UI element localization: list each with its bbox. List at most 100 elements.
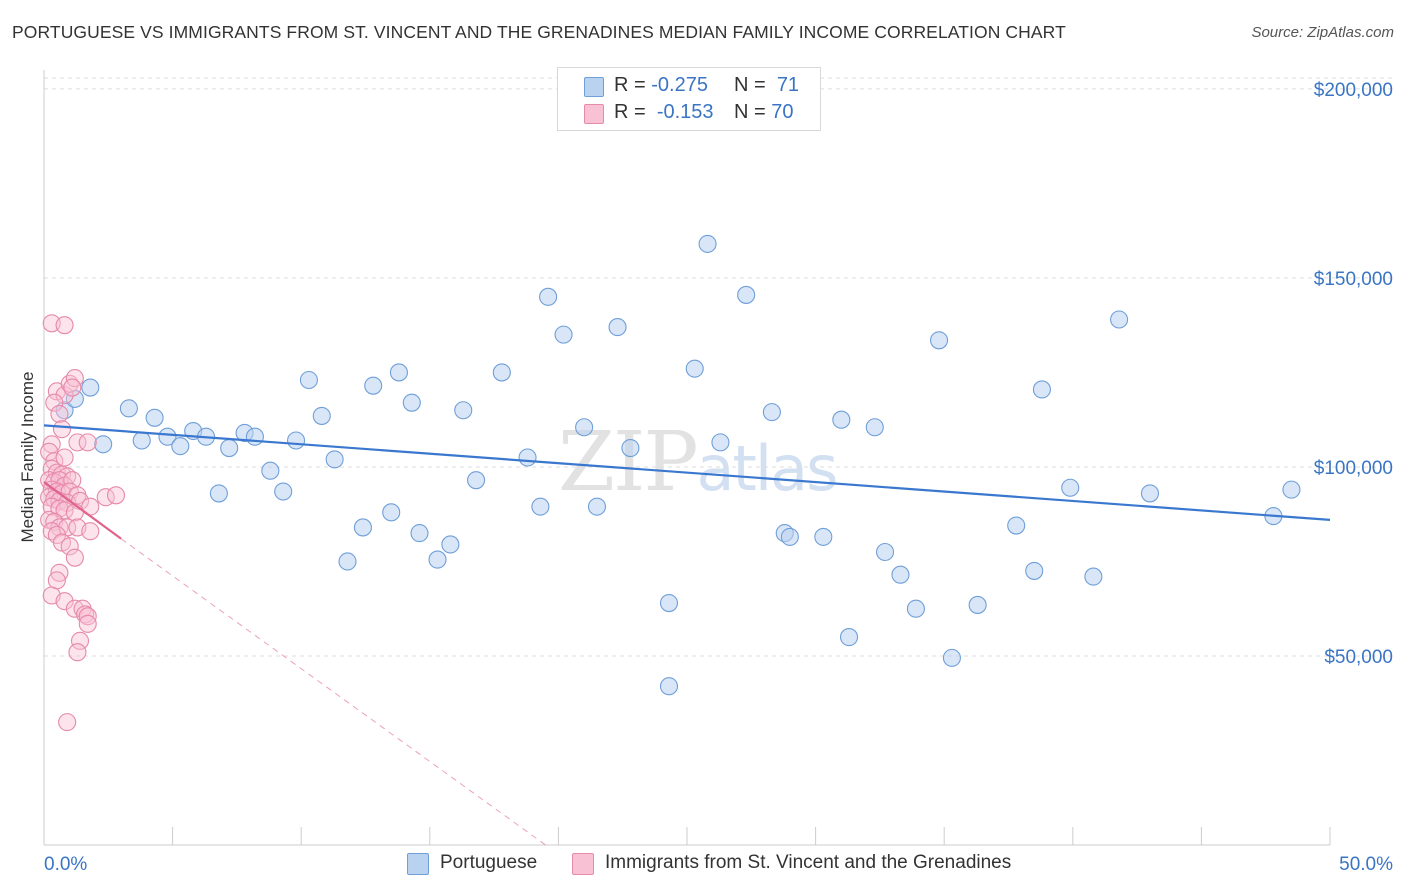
- y-tick-label: $100,000: [1314, 458, 1393, 479]
- immigrants-point: [55, 592, 74, 611]
- immigrants-point: [47, 571, 66, 590]
- y-axis-label: Median Family Income: [18, 371, 37, 542]
- series-swatch-immigrants: [572, 853, 594, 875]
- portuguese-point: [1007, 516, 1026, 535]
- series-legend: Portuguese Immigrants from St. Vincent a…: [0, 850, 1406, 878]
- portuguese-point: [145, 408, 164, 427]
- portuguese-point: [441, 535, 460, 554]
- immigrants-point: [68, 643, 87, 662]
- portuguese-point: [382, 503, 401, 522]
- immigrants-point: [78, 433, 97, 452]
- portuguese-point: [608, 318, 627, 337]
- x-tick-label-max: 50.0%: [1339, 854, 1393, 875]
- portuguese-point: [659, 593, 679, 613]
- portuguese-point: [891, 565, 910, 584]
- legend-r-value-portuguese: -0.275: [651, 74, 708, 96]
- chart-title: PORTUGUESE VS IMMIGRANTS FROM ST. VINCEN…: [12, 22, 1066, 42]
- portuguese-point: [1140, 484, 1160, 503]
- portuguese-point: [711, 433, 730, 452]
- portuguese-point: [353, 518, 372, 537]
- portuguese-point: [1110, 310, 1129, 329]
- portuguese-point: [518, 448, 537, 467]
- immigrants-point: [55, 316, 74, 335]
- immigrants-point: [55, 386, 74, 405]
- portuguese-point: [119, 399, 138, 418]
- immigrants-point: [106, 486, 126, 505]
- source-label: Source: ZipAtlas.com: [1251, 24, 1394, 41]
- immigrants-point: [60, 537, 79, 556]
- portuguese-point: [325, 450, 344, 469]
- portuguese-point: [245, 427, 264, 446]
- portuguese-point: [389, 363, 408, 382]
- legend-r-portuguese: R = -0.275: [614, 74, 708, 96]
- portuguese-point: [906, 599, 925, 618]
- portuguese-point: [454, 401, 473, 420]
- portuguese-point: [930, 331, 949, 350]
- immigrants-point: [78, 607, 97, 626]
- immigrants-point: [70, 631, 90, 650]
- portuguese-point: [1084, 567, 1103, 586]
- immigrants-point: [45, 393, 64, 412]
- portuguese-point: [132, 431, 151, 450]
- portuguese-point: [737, 285, 756, 304]
- y-tick-label: $50,000: [1324, 647, 1393, 668]
- series-swatch-portuguese: [407, 853, 429, 875]
- portuguese-point: [220, 438, 239, 458]
- immigrants-point: [52, 420, 72, 439]
- immigrants-point: [68, 433, 87, 452]
- portuguese-point: [539, 287, 558, 306]
- portuguese-point: [94, 435, 113, 454]
- portuguese-point: [410, 524, 429, 543]
- y-tick-label: $200,000: [1314, 80, 1393, 101]
- portuguese-point: [364, 376, 383, 395]
- portuguese-point: [274, 482, 293, 501]
- portuguese-point: [467, 471, 486, 490]
- portuguese-point: [942, 648, 961, 667]
- portuguese-point: [492, 363, 511, 382]
- portuguese-point: [587, 497, 607, 516]
- immigrants-trend-line: [43, 481, 122, 540]
- portuguese-point: [685, 359, 704, 378]
- series-label-immigrants: Immigrants from St. Vincent and the Gren…: [605, 852, 1012, 873]
- portuguese-point: [762, 403, 781, 422]
- series-label-portuguese: Portuguese: [440, 852, 538, 873]
- correlation-legend: R = -0.275 N = 71 R = -0.153 N = 70: [557, 67, 821, 131]
- portuguese-point: [1032, 380, 1051, 399]
- portuguese-point: [875, 542, 895, 562]
- immigrants-point: [50, 471, 69, 490]
- immigrants-point: [65, 548, 84, 567]
- watermark: ZIPatlas: [558, 415, 836, 510]
- portuguese-point: [402, 393, 421, 412]
- portuguese-point: [554, 325, 573, 344]
- portuguese-point: [659, 677, 679, 696]
- legend-r-immigrants: R = -0.153: [614, 101, 714, 123]
- legend-r-value-immigrants: -0.153: [656, 101, 714, 123]
- portuguese-point: [814, 527, 833, 546]
- portuguese-point: [832, 410, 851, 429]
- immigrants-point: [65, 503, 84, 522]
- immigrants-point: [63, 378, 82, 397]
- legend-swatch-portuguese: [584, 77, 604, 97]
- portuguese-point: [839, 628, 859, 647]
- legend-n-value-portuguese: 71: [776, 74, 800, 96]
- portuguese-point: [865, 418, 884, 437]
- portuguese-point: [968, 595, 987, 614]
- portuguese-point: [287, 431, 306, 450]
- portuguese-point: [158, 427, 177, 446]
- legend-n-immigrants: N = 70: [734, 101, 794, 123]
- portuguese-point: [261, 461, 280, 480]
- portuguese-trend-line: [43, 424, 1331, 521]
- portuguese-point: [209, 484, 228, 503]
- portuguese-point: [531, 497, 550, 516]
- portuguese-point: [780, 527, 799, 546]
- portuguese-point: [428, 550, 447, 569]
- immigrants-point: [78, 614, 97, 633]
- immigrants-point: [50, 404, 69, 424]
- portuguese-point: [1282, 480, 1301, 499]
- immigrants-trend-extension: [120, 538, 546, 846]
- y-tick-label: $150,000: [1314, 269, 1393, 290]
- portuguese-point: [1061, 478, 1080, 497]
- portuguese-point: [312, 406, 331, 425]
- portuguese-point: [621, 438, 640, 458]
